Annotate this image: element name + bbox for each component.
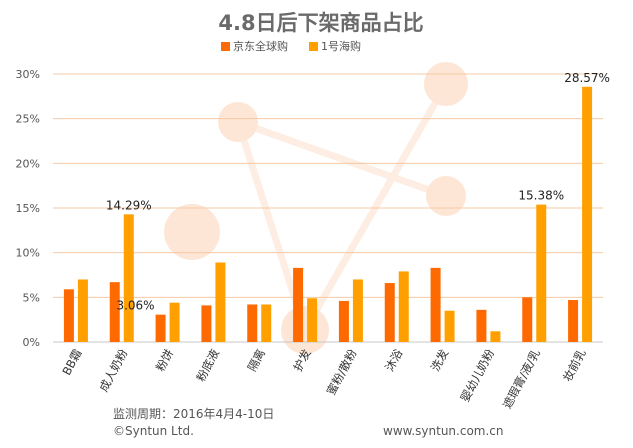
gridlines [53,73,603,343]
y-tick-label: 25% [16,113,40,126]
bar-yhd [215,262,226,342]
website-link[interactable]: www.syntun.com.cn [383,424,504,438]
y-tick-label: 0% [23,336,40,349]
bar-jd [63,289,74,342]
y-tick-label: 15% [16,202,40,215]
legend-swatch-yhd [309,42,318,51]
bar-yhd [169,302,180,342]
bar-jd [384,283,395,342]
bar-jd [338,300,349,342]
copyright: ©Syntun Ltd. [113,424,194,438]
category-label: 蜜粉/散粉 [324,346,360,397]
legend-swatch-jd [221,42,230,51]
y-axis: 0% 5% 10% 15% 20% 25% 30% [16,68,40,349]
y-tick-label: 20% [16,157,40,170]
bar-yhd [398,271,409,342]
bar-jd [430,267,441,342]
category-label: 粉饼 [153,347,176,374]
data-label: 3.06% [116,299,154,313]
legend-label-yhd: 1号海购 [321,39,361,53]
bar-yhd [536,204,547,342]
bar-yhd [352,279,363,342]
bar-jd [522,297,533,342]
bar-yhd [123,214,134,342]
bar-jd [247,304,258,342]
y-tick-label: 10% [16,247,40,260]
legend-label-jd: 京东全球购 [233,39,288,53]
data-label: 28.57% [564,71,610,85]
x-axis: BB霜 成人奶粉 粉饼 粉底液 隔离 护发 蜜粉/散粉 沐浴 洗发 婴幼儿奶粉 遮瑕膏/液/乳 妆前乳 [59,346,589,411]
bar-jd [109,282,120,342]
y-tick-label: 5% [23,291,40,304]
legend: 京东全球购 1号海购 [221,39,361,53]
category-label: 遮瑕膏/液/乳 [500,346,543,411]
bar-jd [476,309,487,342]
bar-yhd [307,298,318,342]
bar-yhd [261,304,272,342]
category-label: 婴幼儿奶粉 [458,346,498,404]
category-label: 沐浴 [382,346,405,373]
bar-jd [155,314,166,342]
category-label: 粉底液 [194,346,223,383]
category-label: 妆前乳 [560,346,589,383]
bar-yhd [77,279,88,342]
category-label: 隔离 [245,347,268,374]
data-label: 14.29% [106,198,152,212]
bar-jd [201,305,212,342]
bar-yhd [582,86,593,343]
monitoring-period: 监测周期：2016年4月4-10日 [113,407,275,421]
bar-jd [568,300,579,342]
y-tick-label: 30% [16,68,40,81]
category-label: 洗发 [428,346,451,373]
bar-jd [293,267,304,342]
data-labels: 14.29% 3.06% 15.38% 28.57% [106,71,610,313]
category-label: BB霜 [59,347,84,378]
data-label: 15.38% [518,189,564,203]
bar-yhd [490,331,501,342]
bars [63,86,593,343]
bar-yhd [444,310,455,342]
chart-title: 4.8日后下架商品占比 [218,11,423,35]
category-label: 成人奶粉 [96,346,130,394]
